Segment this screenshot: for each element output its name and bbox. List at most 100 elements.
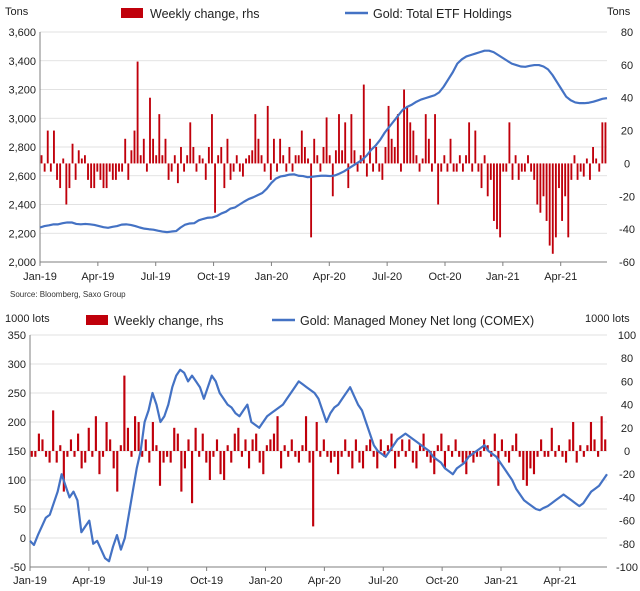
top-bar bbox=[300, 130, 303, 164]
top-bar bbox=[409, 122, 412, 164]
top-bar bbox=[235, 155, 238, 164]
bottom-bar bbox=[59, 445, 62, 451]
bottom-bar bbox=[205, 451, 208, 463]
bottom-bar bbox=[237, 427, 240, 451]
bottom-legend-bar-swatch bbox=[86, 315, 108, 325]
top-bar bbox=[248, 155, 251, 164]
top-bar bbox=[468, 122, 471, 164]
bottom-bar bbox=[379, 439, 382, 451]
top-bar bbox=[173, 155, 176, 164]
bottom-bar bbox=[515, 433, 518, 451]
top-bar bbox=[186, 155, 189, 164]
bottom-bar bbox=[41, 439, 44, 451]
top-bars bbox=[40, 61, 607, 254]
top-bar bbox=[511, 163, 514, 180]
top-bar bbox=[217, 155, 220, 164]
top-bar bbox=[492, 163, 495, 221]
top-bar bbox=[121, 163, 124, 172]
top-bar bbox=[477, 163, 480, 172]
bottom-bar bbox=[468, 451, 471, 457]
source-note: Source: Bloomberg, Saxo Group bbox=[10, 290, 126, 299]
top-bar bbox=[390, 138, 393, 164]
top-bar bbox=[434, 114, 436, 164]
top-bar bbox=[127, 163, 130, 180]
top-bar bbox=[71, 143, 74, 164]
top-bar bbox=[437, 163, 440, 205]
bottom-bar bbox=[130, 451, 133, 457]
top-bar bbox=[564, 163, 567, 197]
bottom-bar bbox=[73, 451, 76, 457]
top-bar bbox=[551, 163, 554, 254]
bottom-bar bbox=[386, 445, 390, 451]
top-bar bbox=[573, 155, 576, 164]
top-bar bbox=[567, 163, 570, 238]
top-bar bbox=[276, 163, 278, 172]
top-bar bbox=[598, 163, 601, 172]
top-right-tick-label: -40 bbox=[619, 224, 635, 236]
bottom-bar bbox=[212, 451, 215, 457]
bottom-bar bbox=[262, 451, 265, 475]
top-right-tick-label: -60 bbox=[619, 257, 635, 269]
bottom-bar bbox=[276, 416, 279, 451]
bottom-bar bbox=[458, 451, 461, 457]
bottom-bar bbox=[358, 451, 361, 463]
top-bar bbox=[523, 163, 526, 172]
top-bar bbox=[80, 158, 83, 164]
top-bar bbox=[56, 163, 58, 180]
bottom-bars bbox=[30, 375, 607, 527]
top-bar bbox=[211, 114, 213, 164]
bottom-bar bbox=[507, 451, 511, 463]
top-left-tick-label: 2,200 bbox=[8, 228, 36, 240]
bottom-bar bbox=[586, 445, 589, 451]
top-bar bbox=[455, 163, 458, 172]
bottom-bar bbox=[251, 439, 254, 451]
bottom-bar bbox=[461, 451, 464, 463]
top-bar bbox=[155, 155, 158, 164]
bottom-bar bbox=[258, 451, 261, 463]
bottom-bar bbox=[194, 427, 197, 451]
top-bar bbox=[499, 163, 502, 238]
bottom-right-tick-label: 0 bbox=[624, 446, 630, 458]
top-bar bbox=[90, 163, 93, 189]
bottom-bar bbox=[351, 451, 354, 469]
top-x-tick-label: Oct-19 bbox=[197, 271, 230, 283]
top-bar bbox=[272, 138, 275, 164]
top-bar bbox=[161, 155, 164, 164]
top-bar bbox=[297, 155, 300, 164]
bottom-bar bbox=[80, 451, 83, 469]
top-bar bbox=[344, 122, 347, 164]
bottom-chart: 1000 lots 1000 lots Weekly change, rhs G… bbox=[5, 313, 638, 587]
bottom-bar bbox=[173, 427, 176, 451]
bottom-bar bbox=[244, 439, 247, 451]
top-bar bbox=[331, 163, 334, 197]
top-bar bbox=[245, 158, 247, 164]
top-x-tick-label: Apr-19 bbox=[81, 271, 114, 283]
top-bar bbox=[403, 89, 405, 164]
top-bar bbox=[266, 105, 269, 164]
top-bar bbox=[440, 163, 443, 172]
bottom-bar bbox=[443, 451, 447, 469]
top-right-tick-label: 40 bbox=[621, 93, 633, 105]
top-bar bbox=[130, 150, 133, 164]
bottom-bar bbox=[557, 445, 560, 451]
bottom-right-tick-label: 40 bbox=[621, 400, 633, 412]
bottom-bar bbox=[454, 439, 457, 451]
bottom-x-tick-label: Jan-19 bbox=[13, 575, 47, 587]
bottom-axes: -50050100150200250300350-100-80-60-40-20… bbox=[8, 330, 638, 587]
bottom-bar bbox=[554, 451, 557, 457]
top-legend-bar-label: Weekly change, rhs bbox=[150, 7, 260, 21]
top-bar bbox=[189, 122, 192, 164]
top-bar bbox=[353, 150, 356, 164]
top-x-tick-label: Jul-20 bbox=[372, 271, 402, 283]
top-bar bbox=[536, 163, 539, 205]
top-bar bbox=[145, 163, 148, 172]
top-bar bbox=[508, 122, 511, 164]
top-x-tick-label: Jan-21 bbox=[486, 271, 520, 283]
top-bar bbox=[558, 163, 560, 189]
top-bar bbox=[158, 114, 161, 164]
top-bar bbox=[238, 163, 241, 172]
top-bar bbox=[465, 155, 467, 164]
bottom-bar bbox=[450, 451, 454, 457]
bottom-bar bbox=[166, 451, 169, 457]
